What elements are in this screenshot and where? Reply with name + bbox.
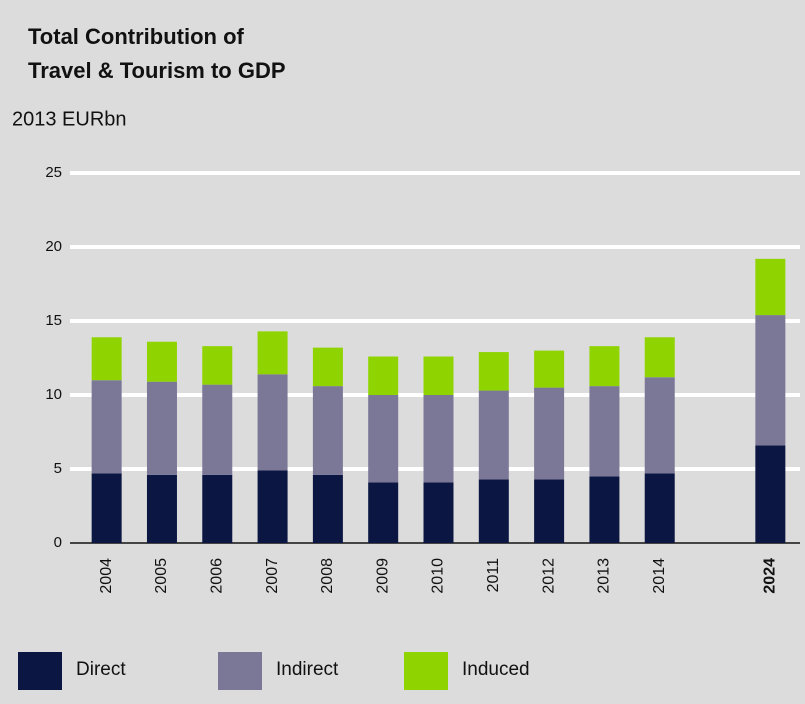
x-tick-label: 2011 [485, 558, 502, 593]
bar-segment [644, 377, 675, 474]
bar-segment [202, 474, 233, 543]
bar-segment [368, 482, 399, 543]
bar-segment [368, 395, 399, 483]
bar-segment [644, 473, 675, 543]
legend-swatch [18, 652, 62, 690]
x-tick-label: 2005 [153, 558, 170, 594]
bar-segment [534, 479, 565, 543]
bar-segment [423, 482, 454, 543]
bar-segment [478, 390, 509, 480]
bar-segment [534, 350, 565, 388]
bar-segment [478, 352, 509, 391]
bar-segment [91, 473, 122, 543]
y-tick-label: 5 [54, 460, 62, 477]
bar-segment [755, 445, 786, 543]
x-tick-label: 2014 [651, 558, 668, 594]
x-tick-label: 2006 [208, 558, 225, 594]
x-tick-label: 2008 [319, 558, 336, 594]
legend-swatch [218, 652, 262, 690]
bar-segment [589, 346, 620, 387]
x-tick-label: 2010 [430, 558, 447, 594]
bar-segment [257, 374, 288, 471]
bar-segment [312, 347, 343, 387]
bar-segment [423, 356, 454, 395]
bar-segment [589, 476, 620, 543]
x-tick-label: 2012 [540, 558, 557, 594]
bar-segment [589, 386, 620, 477]
legend-label: Indirect [276, 659, 339, 680]
legend-label: Direct [76, 659, 126, 680]
y-tick-label: 20 [45, 238, 62, 255]
bar-segment [146, 381, 177, 475]
bar-segment [202, 384, 233, 475]
legend-swatch [404, 652, 448, 690]
bar-segment [257, 470, 288, 543]
legend-label: Induced [462, 659, 530, 680]
bar-segment [257, 331, 288, 375]
x-tick-label: 2004 [98, 558, 115, 594]
bar-segment [644, 337, 675, 378]
chart-subtitle: 2013 EURbn [12, 108, 127, 130]
bar-segment [755, 315, 786, 446]
bar-segment [146, 474, 177, 543]
x-tick-label: 2007 [264, 558, 281, 594]
x-tick-label: 2013 [596, 558, 613, 594]
bar-segment [202, 346, 233, 385]
bar-segment [478, 479, 509, 543]
bar-segment [534, 387, 565, 480]
bar-segment [91, 380, 122, 474]
bar-segment [91, 337, 122, 381]
bar-segment [312, 474, 343, 543]
y-tick-label: 10 [45, 386, 62, 403]
bar-segment [368, 356, 399, 395]
y-tick-label: 25 [45, 164, 62, 181]
bar-segment [755, 258, 786, 316]
chart-title: Total Contribution of [28, 24, 245, 49]
bar-segment [423, 395, 454, 483]
y-tick-label: 0 [54, 534, 62, 551]
x-tick-label: 2024 [762, 558, 779, 594]
x-tick-label: 2009 [374, 558, 391, 594]
bar-segment [146, 341, 177, 382]
y-tick-label: 15 [45, 312, 62, 329]
chart-title: Travel & Tourism to GDP [28, 58, 286, 83]
bar-segment [312, 386, 343, 475]
